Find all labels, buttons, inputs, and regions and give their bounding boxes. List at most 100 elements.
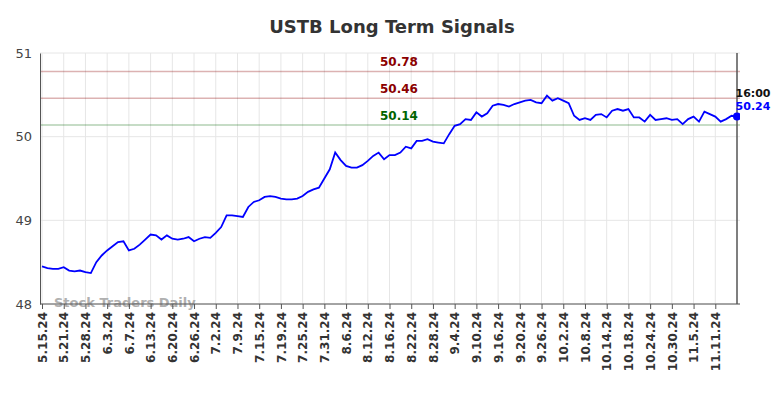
x-tick: 9.26.24 [535, 304, 549, 363]
x-tick-label: 8.12.24 [361, 312, 375, 363]
watermark: Stock Traders Daily [54, 295, 196, 310]
x-tick: 6.3.24 [101, 304, 115, 355]
x-tick-mark [107, 304, 108, 309]
x-tick-label: 7.19.24 [275, 312, 289, 363]
grid-line-x [476, 53, 477, 304]
x-tick: 9.10.24 [470, 304, 484, 363]
x-tick-mark [498, 304, 499, 309]
x-tick-mark [151, 304, 152, 309]
x-tick: 9.16.24 [492, 304, 506, 363]
x-tick-label: 8.28.24 [427, 312, 441, 363]
y-tick: 48 [15, 297, 40, 312]
x-tick-label: 11.11.24 [709, 312, 723, 371]
x-tick: 11.11.24 [709, 304, 723, 371]
level-label: 50.78 [380, 55, 418, 69]
x-tick: 7.31.24 [318, 304, 332, 363]
x-tick: 10.18.24 [622, 304, 636, 371]
grid-line-x [454, 53, 455, 304]
x-tick: 7.2.24 [209, 304, 223, 355]
x-tick-label: 9.16.24 [492, 312, 506, 363]
x-tick-label: 10.14.24 [600, 312, 614, 371]
x-tick-label: 10.24.24 [644, 312, 658, 371]
last-value-label: 50.24 [736, 100, 771, 113]
level-line [40, 97, 740, 99]
x-tick-mark [650, 304, 651, 309]
grid-line-x [367, 53, 368, 304]
grid-line-x [671, 53, 672, 304]
x-tick: 10.2.24 [557, 304, 571, 363]
x-tick-label: 6.26.24 [188, 312, 202, 363]
x-tick-label: 8.6.24 [340, 312, 354, 355]
x-tick-label: 5.15.24 [36, 312, 50, 363]
grid-line-x [584, 53, 585, 304]
grid-line-x [259, 53, 260, 304]
x-tick-label: 10.30.24 [666, 312, 680, 371]
x-tick-mark [411, 304, 412, 309]
grid-line-x [498, 53, 499, 304]
x-tick-mark [715, 304, 716, 309]
x-tick-label: 10.18.24 [622, 312, 636, 371]
x-tick-label: 11.5.24 [687, 312, 701, 363]
x-tick-mark [237, 304, 238, 309]
x-tick-label: 9.4.24 [448, 312, 462, 355]
x-tick-mark [455, 304, 456, 309]
x-tick-mark [129, 304, 130, 309]
x-tick: 10.30.24 [666, 304, 680, 371]
time-label: 16:00 [735, 87, 770, 100]
grid-line-x [237, 53, 238, 304]
x-tick-mark [346, 304, 347, 309]
x-tick: 6.26.24 [188, 304, 202, 363]
x-tick: 6.7.24 [123, 304, 137, 355]
x-tick-label: 6.7.24 [123, 312, 137, 355]
x-tick-mark [216, 304, 217, 309]
x-tick-label: 10.8.24 [579, 312, 593, 363]
x-tick: 10.14.24 [600, 304, 614, 371]
y-axis-line [40, 54, 41, 305]
grid-line-x [215, 53, 216, 304]
x-axis: 5.15.24 5.21.24 5.28.24 6.3.24 6.7.24 6.13.24… [36, 304, 740, 371]
x-tick: 8.28.24 [427, 304, 441, 363]
x-tick-label: 8.22.24 [405, 312, 419, 363]
x-tick: 7.19.24 [275, 304, 289, 363]
grid-line-x [628, 53, 629, 304]
grid-line-x [541, 53, 542, 304]
x-tick: 6.13.24 [144, 304, 158, 363]
grid-line-x [302, 53, 303, 304]
x-tick: 7.9.24 [231, 304, 245, 355]
grid-line-x [150, 53, 151, 304]
grid-line-x [172, 53, 173, 304]
x-tick-mark [694, 304, 695, 309]
price-line [42, 96, 737, 273]
x-tick-mark [85, 304, 86, 309]
x-tick-mark [476, 304, 477, 309]
x-tick-label: 7.31.24 [318, 312, 332, 363]
x-tick-mark [585, 304, 586, 309]
levels: 50.7850.4650.14 [40, 55, 740, 125]
x-tick-label: 6.3.24 [101, 312, 115, 355]
x-tick: 9.20.24 [514, 304, 528, 363]
x-tick-mark [672, 304, 673, 309]
x-tick-label: 6.13.24 [144, 312, 158, 363]
grid-line-x [346, 53, 347, 304]
x-tick-label: 5.21.24 [57, 312, 71, 363]
x-tick-label: 10.2.24 [557, 312, 571, 363]
y-tick-label: 51 [15, 46, 32, 61]
x-tick-mark [194, 304, 195, 309]
plot [42, 96, 740, 273]
chart: USTB Long Term Signals50.7850.4650.14Sto… [0, 0, 784, 398]
x-tick: 10.24.24 [644, 304, 658, 371]
x-tick-label: 9.26.24 [535, 312, 549, 363]
x-tick-mark [42, 304, 43, 309]
x-tick: 7.25.24 [296, 304, 310, 363]
grid-line-x [280, 53, 281, 304]
x-tick: 8.16.24 [383, 304, 397, 363]
grid-line-x [606, 53, 607, 304]
x-tick-label: 7.25.24 [296, 312, 310, 363]
level-label: 50.14 [380, 109, 418, 123]
grid-line-x [432, 53, 433, 304]
x-tick: 5.28.24 [79, 304, 93, 363]
level-line [40, 124, 740, 126]
last-point [733, 113, 740, 121]
x-tick-label: 7.15.24 [253, 312, 267, 363]
y-tick-label: 50 [15, 129, 32, 144]
